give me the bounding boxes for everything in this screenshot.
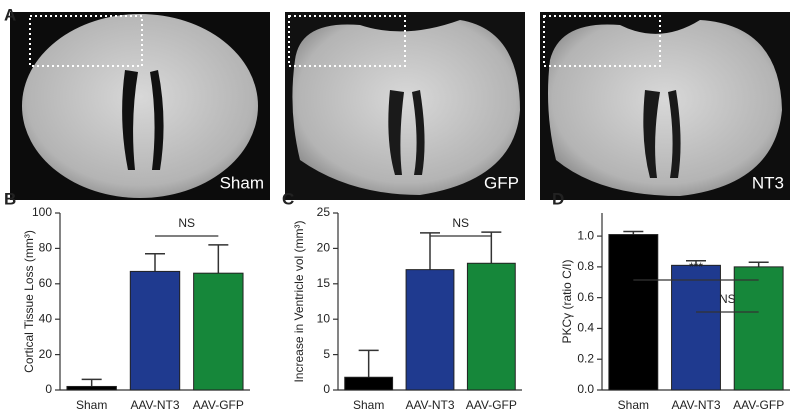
x-tick-label: AAV-NT3 <box>130 398 179 412</box>
y-tick-label: 5 <box>323 347 330 361</box>
y-tick-label: 40 <box>39 311 53 325</box>
y-tick-label: 15 <box>317 276 331 290</box>
ventricle <box>388 90 425 175</box>
y-tick-label: 0.2 <box>577 351 594 365</box>
bar <box>671 264 721 391</box>
bar <box>344 376 394 391</box>
y-tick-label: 1.0 <box>577 228 594 242</box>
y-tick-label: 20 <box>39 347 53 361</box>
y-axis-label: Increase in Ventricle vol (mm³) <box>292 220 306 382</box>
y-tick-label: 0 <box>45 382 52 396</box>
y-tick-label: 0.6 <box>577 290 594 304</box>
bar <box>405 269 455 391</box>
x-tick-label: AAV-NT3 <box>671 398 720 412</box>
x-tick-label: AAV-NT3 <box>405 398 454 412</box>
roi-box <box>29 15 143 67</box>
ventricle <box>643 90 681 178</box>
x-tick-label: AAV-GFP <box>733 398 784 412</box>
bar <box>66 385 117 391</box>
image-label: GFP <box>484 173 519 192</box>
y-tick-label: 25 <box>317 205 331 219</box>
panel-label: A <box>4 5 16 24</box>
roi-box <box>543 15 661 67</box>
image-label: NT3 <box>752 173 784 192</box>
x-tick-label: Sham <box>76 398 107 412</box>
y-tick-label: 0.0 <box>577 382 594 396</box>
bar <box>466 262 516 391</box>
x-tick-label: Sham <box>618 398 649 412</box>
y-tick-label: 100 <box>32 205 52 219</box>
bar <box>608 234 659 391</box>
tissue <box>292 20 520 195</box>
y-axis-label: PKCγ (ratio C/I) <box>560 259 574 343</box>
annotation: NS <box>178 216 195 230</box>
y-tick-label: 60 <box>39 276 53 290</box>
annotation: NS <box>452 216 469 230</box>
x-tick-label: AAV-GFP <box>193 398 244 412</box>
annotation: NS <box>719 292 736 306</box>
bar <box>733 266 784 391</box>
roi-box <box>288 15 406 67</box>
tissue <box>22 14 258 198</box>
panel-label: B <box>4 189 16 208</box>
y-tick-label: 0.8 <box>577 259 594 273</box>
tissue <box>548 20 782 196</box>
bar <box>193 272 244 391</box>
annotation: *** <box>689 260 703 274</box>
image-label: Sham <box>220 173 264 192</box>
ventricle <box>122 70 164 170</box>
x-tick-label: Sham <box>353 398 384 412</box>
y-axis-label: Cortical Tissue Loss (mm³) <box>22 230 36 373</box>
y-tick-label: 80 <box>39 241 53 255</box>
y-tick-label: 10 <box>317 311 331 325</box>
y-tick-label: 0.4 <box>577 321 594 335</box>
x-tick-label: AAV-GFP <box>466 398 517 412</box>
bar <box>129 270 181 391</box>
y-tick-label: 0 <box>323 382 330 396</box>
y-tick-label: 20 <box>317 241 331 255</box>
panel-label: C <box>282 189 294 208</box>
panel-label: D <box>552 189 564 208</box>
brain-images: A Sham GFP NT3 <box>4 5 790 200</box>
